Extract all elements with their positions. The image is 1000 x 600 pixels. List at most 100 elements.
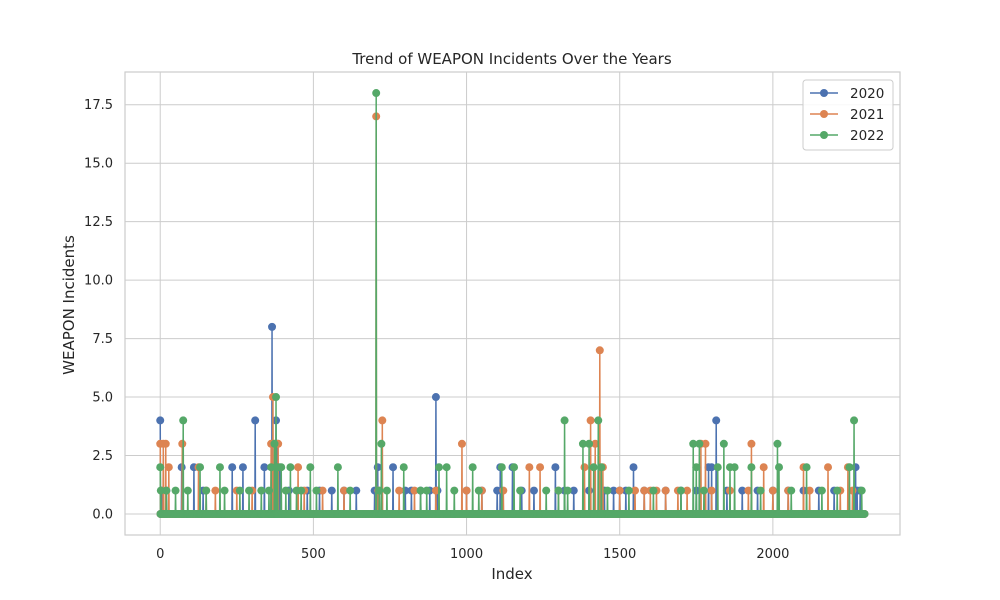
data-point <box>595 346 604 355</box>
data-point <box>183 486 192 495</box>
data-point <box>580 463 589 472</box>
data-point <box>649 486 658 495</box>
data-point <box>399 463 408 472</box>
data-point <box>676 486 685 495</box>
data-point <box>318 486 327 495</box>
series-2022 <box>156 89 869 518</box>
data-point <box>589 463 598 472</box>
data-point <box>156 486 165 495</box>
data-point <box>563 486 572 495</box>
data-point <box>860 509 869 518</box>
data-point <box>640 486 649 495</box>
data-point <box>497 463 506 472</box>
data-point <box>661 486 670 495</box>
data-point <box>597 463 606 472</box>
data-point <box>268 322 277 331</box>
y-tick-label: 2.5 <box>92 449 113 464</box>
data-point <box>775 463 783 472</box>
x-tick-label: 0 <box>156 547 164 562</box>
data-point <box>327 486 336 495</box>
data-point <box>554 486 563 495</box>
data-point <box>260 463 269 472</box>
data-point <box>171 486 180 495</box>
data-point <box>516 486 525 495</box>
data-point <box>179 416 188 425</box>
x-tick-label: 500 <box>301 547 326 562</box>
data-point <box>536 463 545 472</box>
data-point <box>257 486 266 495</box>
chart-title: Trend of WEAPON Incidents Over the Years <box>351 50 672 68</box>
data-point <box>845 463 854 472</box>
data-point <box>389 463 398 472</box>
grid-layer <box>125 72 900 535</box>
data-point <box>235 486 244 495</box>
data-point <box>594 416 603 425</box>
data-point <box>372 89 381 98</box>
data-point <box>340 486 349 495</box>
data-point <box>615 486 624 495</box>
data-point <box>692 463 701 472</box>
data-point <box>457 439 466 448</box>
data-point <box>707 463 716 472</box>
data-point <box>699 486 708 495</box>
data-point <box>529 486 538 495</box>
data-point <box>738 486 747 495</box>
data-point <box>382 486 391 495</box>
data-point <box>695 439 704 448</box>
data-point <box>591 439 600 448</box>
data-point <box>525 463 534 472</box>
data-point <box>474 486 483 495</box>
y-tick-label: 0.0 <box>92 507 113 522</box>
data-point <box>756 486 765 495</box>
data-point <box>713 463 722 472</box>
data-point <box>281 486 290 495</box>
tick-labels: 0 500 1000 1500 2000 0.0 2.5 5.0 7.5 10.0 12.5 15.0… <box>84 98 789 562</box>
data-point <box>744 486 753 495</box>
data-point <box>346 486 355 495</box>
data-point <box>228 463 237 472</box>
plot-frame <box>124 71 901 536</box>
data-point <box>824 463 833 472</box>
data-point <box>422 486 431 495</box>
y-tick-label: 5.0 <box>92 391 113 406</box>
data-point <box>442 463 451 472</box>
data-point <box>378 416 387 425</box>
data-point <box>277 463 286 472</box>
data-point <box>586 416 595 425</box>
data-point <box>499 486 508 495</box>
data-point <box>730 463 739 472</box>
data-point <box>542 486 551 495</box>
data-point <box>747 439 756 448</box>
data-point <box>450 486 459 495</box>
legend-item: 2022 <box>810 128 884 144</box>
data-point <box>462 486 471 495</box>
legend-swatch-marker <box>820 110 828 118</box>
legend-label: 2021 <box>850 107 884 123</box>
data-point <box>161 439 170 448</box>
y-tick-label: 12.5 <box>84 215 113 230</box>
y-tick-label: 15.0 <box>84 157 113 172</box>
data-point <box>377 439 386 448</box>
data-point <box>719 439 728 448</box>
data-point <box>162 486 171 495</box>
legend-swatch-marker <box>820 131 828 139</box>
legend-label: 2020 <box>850 86 884 102</box>
data-point <box>267 463 276 472</box>
data-point <box>312 486 321 495</box>
data-point <box>802 463 811 472</box>
data-point <box>585 439 594 448</box>
legend-item: 2021 <box>810 107 884 123</box>
data-point <box>196 463 205 472</box>
data-point <box>768 486 777 495</box>
y-tick-label: 17.5 <box>84 98 113 113</box>
legend-swatch-marker <box>820 89 828 97</box>
legend-item: 2020 <box>810 86 884 102</box>
data-point <box>297 486 306 495</box>
data-point <box>431 486 440 495</box>
y-tick-label: 10.0 <box>84 274 113 289</box>
series-layer <box>156 89 869 518</box>
data-point <box>156 463 165 472</box>
data-point <box>603 486 612 495</box>
data-point <box>833 486 842 495</box>
